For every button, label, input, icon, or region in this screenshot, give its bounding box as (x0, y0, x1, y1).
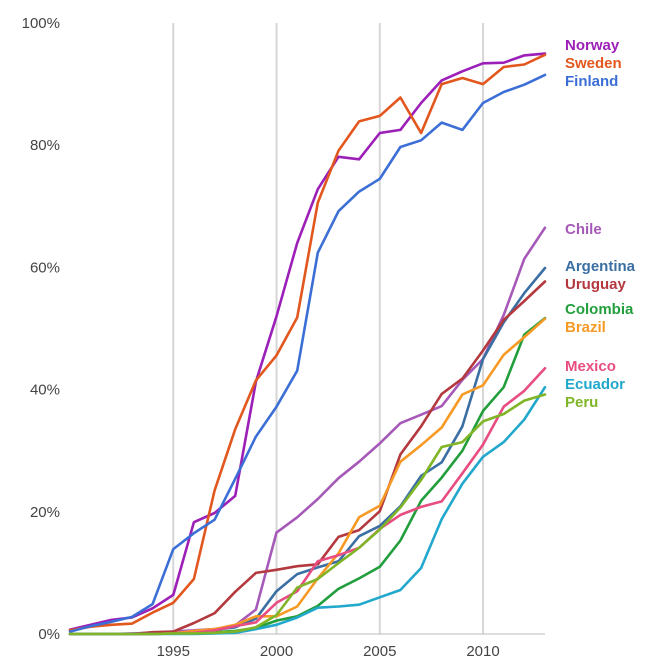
legend-label-uruguay: Uruguay (565, 276, 627, 293)
y-tick-label-40: 40% (30, 382, 60, 399)
series-line-colombia (68, 316, 547, 636)
x-tick-label-1995: 1995 (157, 643, 190, 660)
grid-layer (172, 23, 485, 634)
legend-label-norway: Norway (565, 37, 620, 54)
series-line-brazil (68, 317, 547, 636)
series-line-norway (68, 52, 547, 632)
y-tick-label-20: 20% (30, 504, 60, 521)
legend-label-colombia: Colombia (565, 301, 634, 318)
series-line-uruguay (68, 280, 547, 636)
legend-label-peru: Peru (565, 394, 598, 411)
y-tick-labels: 0% 20% 40% 60% 80% 100% (22, 15, 60, 643)
legend-label-brazil: Brazil (565, 319, 606, 336)
series-line-ecuador (68, 385, 547, 636)
x-tick-label-2005: 2005 (363, 643, 396, 660)
series-line-argentina (68, 266, 547, 636)
y-tick-label-0: 0% (38, 626, 60, 643)
legend-label-ecuador: Ecuador (565, 376, 625, 393)
y-tick-label-80: 80% (30, 137, 60, 154)
series-line-finland (68, 73, 547, 633)
series-line-peru (68, 393, 547, 636)
series-line-sweden (68, 53, 547, 632)
y-tick-label-100: 100% (22, 15, 60, 32)
x-tick-label-2000: 2000 (260, 643, 293, 660)
legend-label-chile: Chile (565, 221, 602, 238)
y-tick-label-60: 60% (30, 259, 60, 276)
legend-label-sweden: Sweden (565, 55, 622, 72)
legend-label-argentina: Argentina (565, 258, 636, 275)
legend-label-finland: Finland (565, 73, 618, 90)
x-tick-labels: 1995 2000 2005 2010 (157, 643, 500, 660)
series-layer (68, 52, 547, 636)
legend-label-mexico: Mexico (565, 358, 616, 375)
x-tick-label-2010: 2010 (466, 643, 499, 660)
